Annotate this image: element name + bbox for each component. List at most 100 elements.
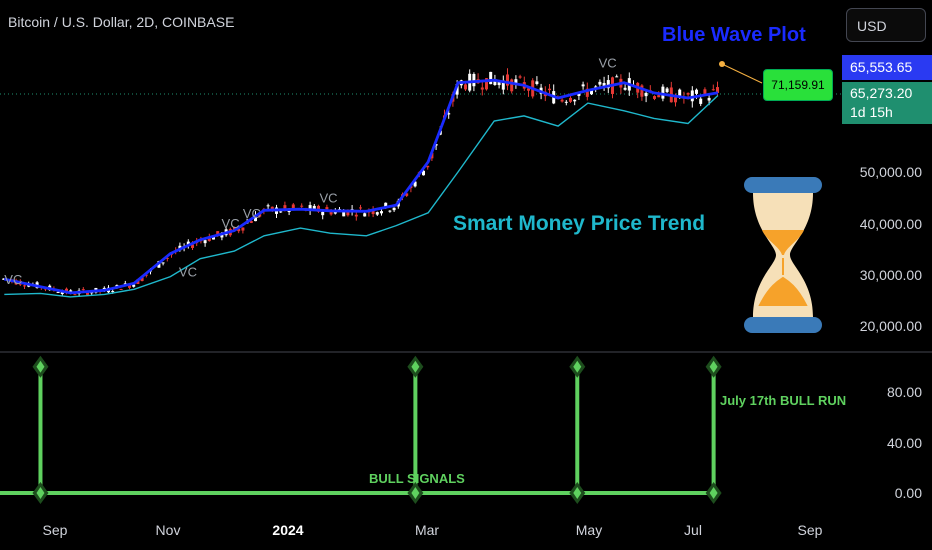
candle-body <box>518 76 522 78</box>
vc-marker: VC <box>320 191 338 206</box>
bull-signal-diamond <box>411 487 420 499</box>
last-price-tag: 65,273.20 1d 15h <box>842 82 932 124</box>
blue-wave-label: Blue Wave Plot <box>662 24 806 46</box>
candle-body <box>128 284 131 288</box>
indicator-tick: 0.00 <box>894 485 922 501</box>
candle-body <box>346 209 350 216</box>
candle-body <box>413 181 417 187</box>
candle-body <box>426 165 430 168</box>
candle-body <box>216 231 220 236</box>
candle-body <box>422 170 425 176</box>
bull-signals-label: BULL SIGNALS <box>369 471 465 486</box>
candle-body <box>86 291 89 295</box>
indicator-tick: 40.00 <box>886 435 922 451</box>
candle-body <box>489 71 493 85</box>
candle-body <box>623 87 627 90</box>
candle-body <box>241 227 245 231</box>
candle-body <box>90 292 94 294</box>
bull-signal-diamond <box>709 360 718 373</box>
candle-body <box>485 78 488 90</box>
smart-money-label: Smart Money Price Trend <box>453 212 706 235</box>
candle-body <box>119 289 123 291</box>
vc-marker: VC <box>243 206 261 221</box>
chart-title: Bitcoin / U.S. Dollar, 2D, COINBASE <box>8 14 235 30</box>
candle-body <box>283 205 287 209</box>
candle-body <box>665 88 669 93</box>
candle-body <box>707 97 711 101</box>
candle-body <box>569 97 572 102</box>
time-tick: 2024 <box>272 522 304 538</box>
price-tick: 40,000.00 <box>859 216 922 232</box>
candlestick-series <box>2 68 719 297</box>
indicator-tick: 80.00 <box>886 384 922 400</box>
candle-body <box>602 83 606 87</box>
candle-body <box>455 84 459 95</box>
candle-body <box>132 284 136 287</box>
bar-countdown: 1d 15h <box>850 104 893 120</box>
candle-body <box>447 113 451 115</box>
candle-body <box>464 84 467 90</box>
time-tick: Sep <box>42 522 68 538</box>
blue-wave-line <box>4 78 719 295</box>
candle-body <box>695 89 698 94</box>
candle-body <box>266 205 270 207</box>
candle-body <box>237 228 241 232</box>
candle-body <box>140 277 144 282</box>
candle-body <box>501 80 505 90</box>
candle-body <box>254 214 257 222</box>
candle-body <box>191 244 194 248</box>
callout-connector <box>721 63 763 84</box>
candle-body <box>186 241 190 246</box>
bull-signal-bars <box>0 355 722 504</box>
candle-body <box>258 213 262 217</box>
bull-signal-diamond <box>709 487 718 499</box>
candle-body <box>203 240 207 244</box>
candle-body <box>60 291 64 294</box>
candle-body <box>388 210 392 212</box>
candle-body <box>380 211 383 214</box>
vc-marker: VC <box>599 55 617 70</box>
candle-body <box>514 79 518 84</box>
time-tick: Sep <box>797 522 823 538</box>
candle-body <box>644 92 648 97</box>
candle-body <box>594 86 598 88</box>
candle-body <box>371 209 375 215</box>
candle-body <box>564 101 568 103</box>
candle-body <box>510 79 514 92</box>
price-tick: 50,000.00 <box>859 164 922 180</box>
candle-body <box>548 88 551 91</box>
blue-wave-price-tag: 65,553.65 <box>842 55 932 80</box>
bull-signal-diamond <box>573 360 582 373</box>
candle-body <box>585 88 589 97</box>
currency-selector-button[interactable]: USD <box>846 8 926 42</box>
candle-body <box>2 278 5 280</box>
candle-body <box>233 227 236 231</box>
time-tick: Nov <box>155 522 181 538</box>
candle-body <box>581 84 585 87</box>
candle-body <box>527 88 530 91</box>
candle-body <box>653 96 656 99</box>
candle-body <box>56 291 60 293</box>
candle-body <box>573 99 577 102</box>
candle-body <box>81 289 85 291</box>
candle-body <box>480 87 484 90</box>
candle-body <box>212 236 215 240</box>
candle-body <box>590 90 593 95</box>
candle-body <box>657 95 661 98</box>
candle-body <box>405 193 409 196</box>
candle-body <box>699 98 703 104</box>
candle-body <box>115 285 119 287</box>
candle-body <box>674 97 677 103</box>
candle-body <box>325 207 329 210</box>
candle-body <box>497 81 501 86</box>
candle-body <box>661 86 665 99</box>
candle-body <box>165 257 169 259</box>
candle-body <box>560 99 564 102</box>
candle-body <box>506 74 509 86</box>
candle-body <box>111 291 115 293</box>
bull-signal-diamond <box>36 487 45 499</box>
candle-body <box>161 262 165 264</box>
vc-marker: VC <box>4 272 22 287</box>
